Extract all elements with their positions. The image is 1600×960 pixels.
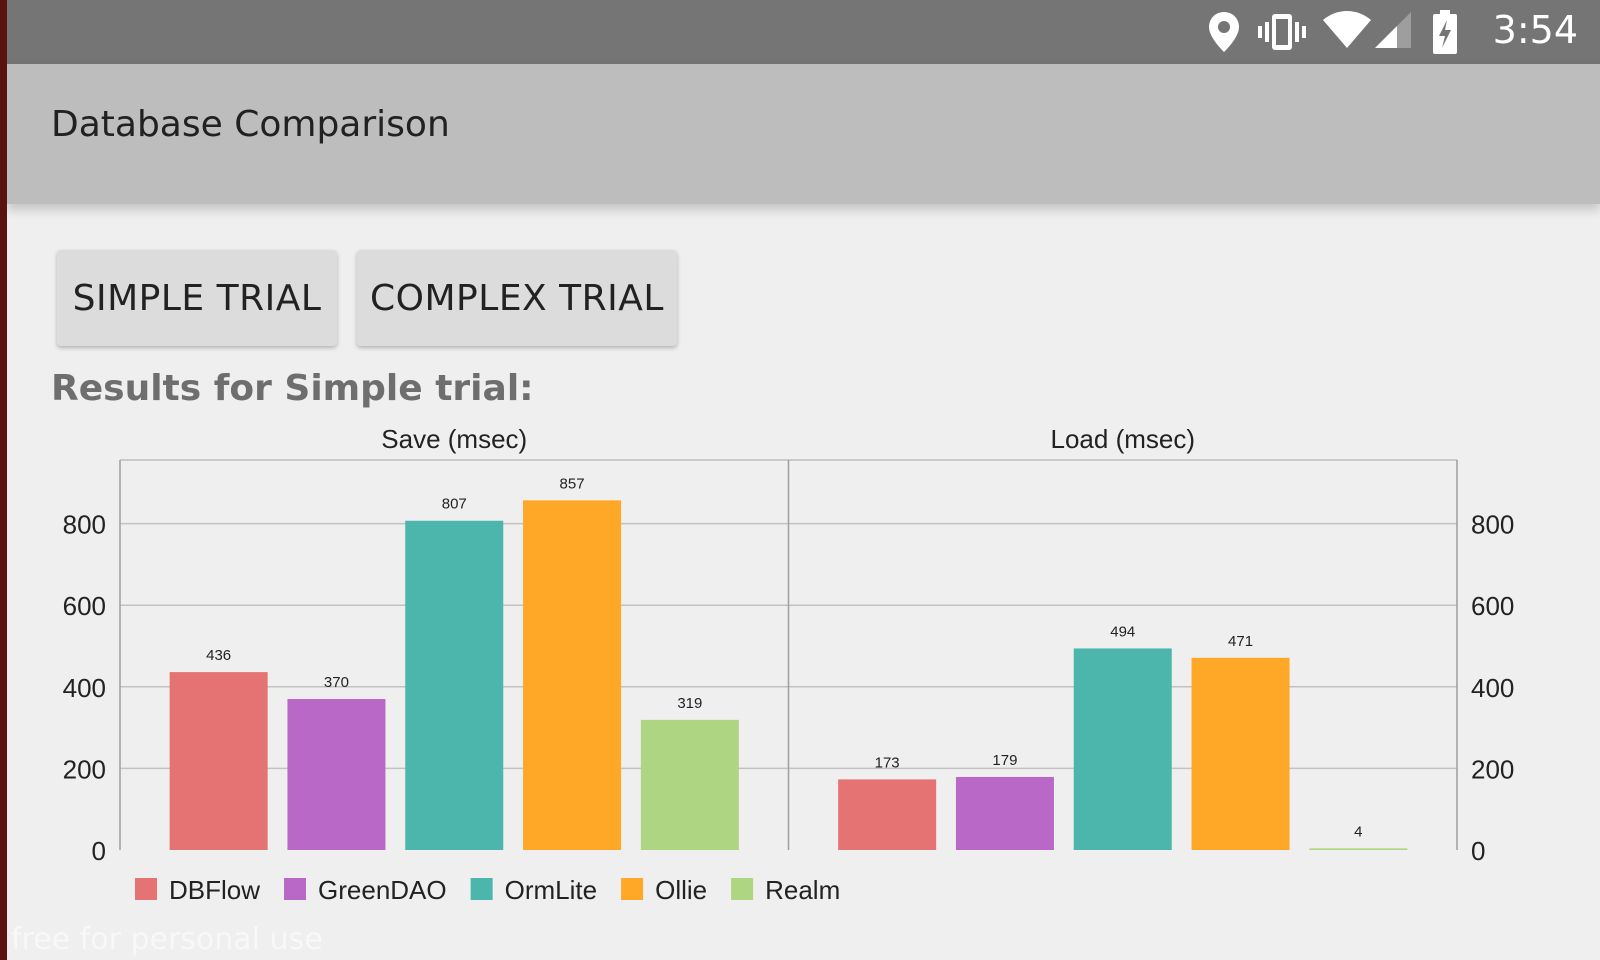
legend-label-realm: Realm (765, 875, 840, 905)
bar-greendao (955, 776, 1054, 850)
y-tick-label-right: 200 (1471, 754, 1514, 784)
data-label: 173 (875, 754, 900, 771)
legend-label-ormlite: OrmLite (505, 875, 597, 905)
data-label: 494 (1110, 623, 1135, 640)
bar-ormlite (1073, 648, 1172, 850)
y-tick-label-left: 800 (63, 510, 106, 540)
data-label: 857 (560, 475, 585, 492)
status-bar: 3:54 (7, 0, 1600, 64)
y-tick-label-right: 600 (1471, 591, 1514, 621)
location-icon (1209, 12, 1239, 52)
y-tick-label-left: 600 (63, 591, 106, 621)
y-tick-label-left: 400 (63, 673, 106, 703)
status-clock: 3:54 (1492, 8, 1578, 52)
watermark-text: free for personal use (11, 922, 323, 957)
bar-dbflow (838, 779, 937, 850)
app-title: Database Comparison (51, 104, 450, 145)
y-tick-label-right: 0 (1471, 836, 1485, 866)
simple-trial-button[interactable]: SIMPLE TRIAL (57, 250, 337, 346)
bar-ollie (1191, 657, 1290, 850)
data-label: 319 (677, 695, 702, 712)
data-label: 179 (992, 752, 1017, 769)
legend-swatch-greendao (284, 878, 307, 900)
bar-ormlite (405, 520, 504, 850)
legend-swatch-dbflow (135, 878, 157, 900)
y-tick-label-left: 0 (92, 836, 106, 866)
data-label: 370 (324, 674, 349, 691)
vibrate-icon (1258, 14, 1306, 50)
data-label: 807 (442, 496, 467, 513)
app-bar: Database Comparison (7, 64, 1600, 204)
data-label: 436 (206, 647, 231, 664)
data-label: 4 (1354, 823, 1362, 840)
bar-chart: 0 0 200 200 400 400 600 600 800 800 Save (msec) 436… (63, 424, 1515, 905)
wifi-icon (1323, 11, 1371, 48)
app-screen: 3:54 Database Comparison SIMPLE TRIAL CO… (7, 0, 1600, 960)
panel-title: Load (msec) (1051, 424, 1196, 454)
y-tick-label-right: 400 (1471, 673, 1514, 703)
bar-greendao (287, 699, 386, 850)
bar-ollie (523, 500, 622, 850)
battery-charging-icon (1433, 10, 1457, 54)
legend-label-ollie: Ollie (655, 875, 707, 905)
bar-dbflow (169, 672, 268, 850)
legend-label-greendao: GreenDAO (318, 875, 447, 905)
legend-swatch-realm (731, 878, 754, 900)
legend-swatch-ollie (621, 878, 644, 900)
complex-trial-button[interactable]: COMPLEX TRIAL (357, 250, 677, 346)
bar-realm (1309, 848, 1408, 850)
bar-realm (640, 719, 739, 850)
panel-title: Save (msec) (381, 424, 527, 454)
data-label: 471 (1228, 633, 1253, 650)
y-tick-label-right: 800 (1471, 510, 1514, 540)
cell-signal-icon (1375, 12, 1411, 48)
legend-swatch-ormlite (470, 878, 493, 900)
results-heading: Results for Simple trial: (51, 368, 534, 409)
y-tick-label-left: 200 (63, 754, 106, 784)
legend-label-dbflow: DBFlow (169, 875, 260, 905)
